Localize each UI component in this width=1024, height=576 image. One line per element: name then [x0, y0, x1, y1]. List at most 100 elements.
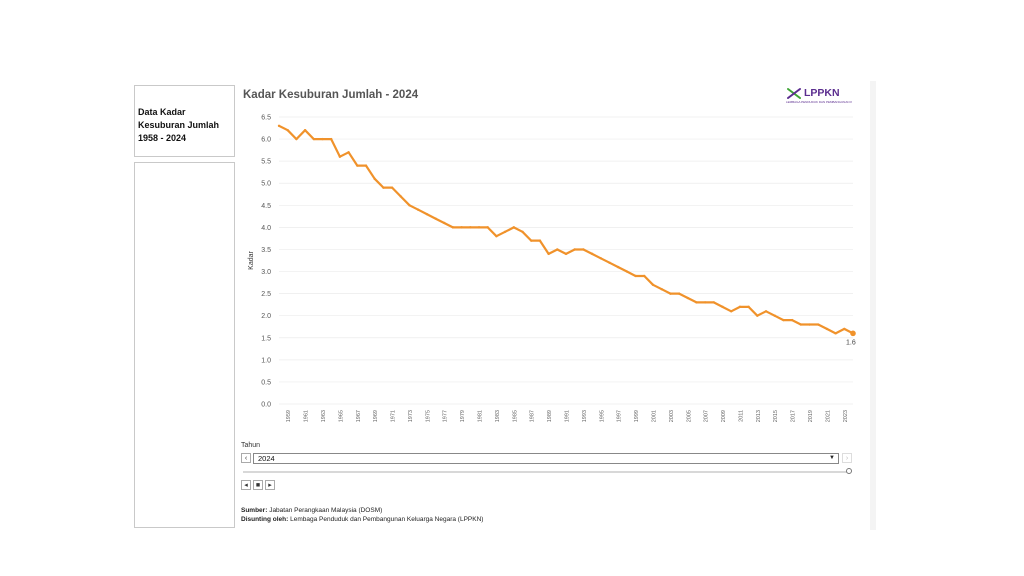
x-tick-label: 2017 — [791, 410, 797, 422]
lppkn-logo: LPPKN LEMBAGA PENDUDUK DAN PEMBANGUNAN K… — [786, 87, 861, 105]
data-point[interactable] — [556, 248, 559, 251]
data-point[interactable] — [590, 252, 594, 256]
data-point[interactable] — [669, 292, 672, 295]
data-point[interactable] — [486, 226, 489, 229]
data-point[interactable] — [712, 301, 716, 304]
data-point[interactable] — [564, 252, 568, 256]
data-point[interactable] — [321, 137, 324, 141]
x-tick-label: 1961 — [304, 410, 310, 422]
x-tick-label: 1987 — [530, 410, 536, 422]
data-point[interactable] — [643, 274, 646, 278]
logo-text: LPPKN — [804, 87, 840, 99]
data-point[interactable] — [451, 226, 455, 229]
data-point[interactable] — [825, 327, 829, 331]
data-point[interactable] — [695, 301, 698, 304]
data-point[interactable] — [512, 226, 516, 229]
data-point[interactable] — [477, 226, 481, 229]
year-prev-button[interactable]: ‹ — [241, 453, 251, 463]
data-point[interactable] — [425, 212, 429, 216]
data-point[interactable] — [582, 248, 585, 251]
data-point[interactable] — [686, 296, 689, 300]
year-slider-track[interactable] — [243, 471, 848, 473]
data-point[interactable] — [677, 292, 681, 295]
data-point[interactable] — [408, 204, 411, 207]
data-point[interactable] — [738, 305, 742, 309]
play-button[interactable]: ▸ — [265, 480, 275, 490]
y-axis-label: Kadar — [248, 250, 255, 269]
data-point[interactable] — [521, 230, 524, 233]
source-label: Sumber: — [241, 507, 268, 514]
data-point[interactable] — [608, 261, 611, 264]
data-point[interactable] — [347, 151, 350, 154]
x-tick-label: 1995 — [599, 410, 605, 422]
x-tick-label: 1965 — [338, 410, 344, 422]
data-point[interactable] — [503, 230, 507, 233]
data-point[interactable] — [660, 288, 663, 291]
data-point[interactable] — [295, 137, 298, 141]
year-select[interactable]: 2024 ▼ — [253, 453, 839, 464]
data-point[interactable] — [625, 270, 629, 273]
data-point[interactable] — [277, 124, 281, 128]
stop-button[interactable]: ■ — [253, 480, 263, 490]
data-point[interactable] — [721, 305, 724, 309]
data-point[interactable] — [599, 257, 602, 260]
data-point[interactable] — [547, 252, 550, 256]
data-point[interactable] — [843, 327, 846, 331]
data-point[interactable] — [382, 186, 385, 189]
data-point[interactable] — [495, 235, 498, 238]
data-point[interactable] — [651, 283, 655, 286]
data-point[interactable] — [790, 318, 794, 322]
data-point[interactable] — [834, 332, 837, 335]
data-point[interactable] — [773, 314, 776, 317]
data-point[interactable] — [703, 301, 707, 304]
x-tick-label: 2011 — [738, 410, 744, 422]
dashboard-title-line-1: Data Kadar — [138, 107, 186, 117]
y-tick-label: 3.5 — [261, 247, 271, 254]
data-point[interactable] — [817, 323, 820, 326]
data-point[interactable] — [799, 323, 803, 326]
last-data-point[interactable] — [850, 330, 856, 337]
data-point[interactable] — [460, 226, 463, 229]
fertility-line-chart: 0.0 0.5 1.0 1.5 2.0 2.5 3.0 3.5 4.0 4.5 5.0 5.5 6.0 6… — [248, 115, 856, 423]
data-point[interactable] — [373, 177, 376, 181]
data-point[interactable] — [573, 248, 576, 251]
x-tick-label: 2005 — [686, 410, 692, 422]
x-tick-label: 1981 — [478, 410, 484, 422]
year-next-button[interactable]: › — [842, 453, 852, 463]
data-point[interactable] — [756, 314, 759, 317]
data-point[interactable] — [469, 226, 472, 229]
data-point[interactable] — [538, 239, 542, 242]
data-point[interactable] — [747, 305, 750, 309]
data-point[interactable] — [390, 186, 394, 189]
data-point[interactable] — [286, 129, 289, 132]
data-point[interactable] — [730, 310, 733, 313]
data-point[interactable] — [530, 239, 533, 242]
data-point[interactable] — [443, 221, 446, 225]
x-tick-label: 1959 — [286, 410, 292, 422]
x-tick-label: 1973 — [408, 410, 414, 422]
x-tick-label: 1999 — [634, 410, 640, 422]
data-point[interactable] — [616, 265, 620, 269]
dashboard: Data Kadar Kesuburan Jumlah 1958 - 2024 … — [131, 81, 876, 530]
data-point[interactable] — [416, 208, 420, 211]
data-point[interactable] — [808, 323, 811, 326]
data-point[interactable] — [356, 164, 359, 167]
data-point[interactable] — [434, 217, 437, 220]
data-point[interactable] — [312, 137, 315, 141]
data-point[interactable] — [782, 318, 785, 322]
x-tick-label: 1979 — [460, 410, 466, 422]
data-point[interactable] — [364, 164, 368, 167]
data-point[interactable] — [329, 137, 333, 141]
source-value: Jabatan Perangkaan Malaysia (DOSM) — [269, 507, 383, 514]
y-tick-label: 4.0 — [261, 225, 271, 232]
year-filter-label: Tahun — [241, 442, 261, 449]
year-slider-handle[interactable] — [846, 468, 852, 474]
data-point[interactable] — [303, 129, 307, 132]
step-back-button[interactable]: ◂ — [241, 480, 251, 490]
data-point[interactable] — [399, 195, 402, 198]
data-point[interactable] — [764, 310, 768, 313]
data-point[interactable] — [634, 274, 637, 278]
y-tick-label: 0.0 — [261, 402, 271, 409]
x-tick-label: 1997 — [617, 410, 623, 422]
data-point[interactable] — [338, 155, 342, 158]
